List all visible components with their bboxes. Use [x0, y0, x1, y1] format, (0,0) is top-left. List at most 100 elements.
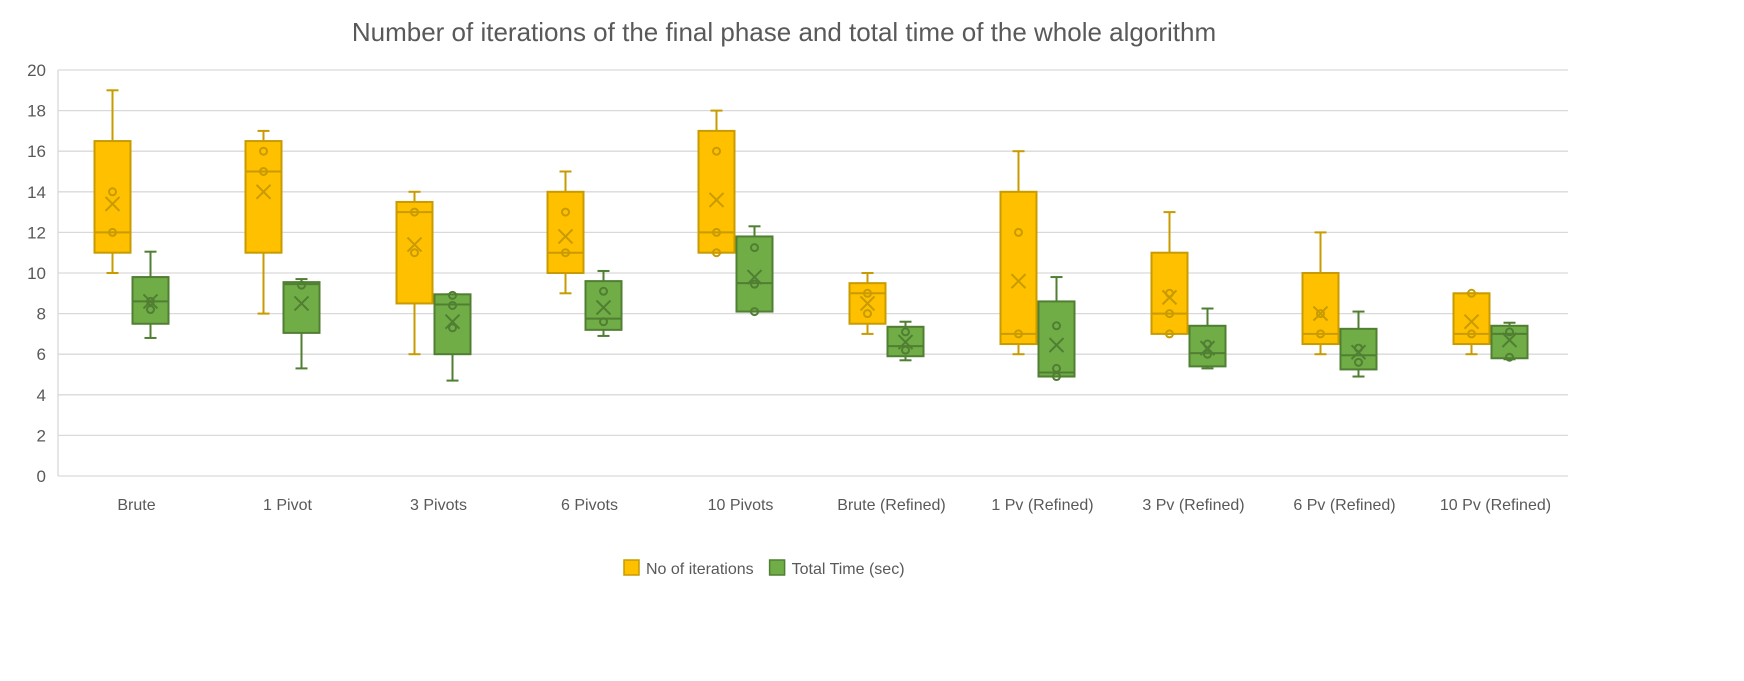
mean-marker — [746, 269, 763, 285]
data-point — [1505, 327, 1514, 337]
legend-label: Total Time (sec) — [792, 561, 905, 578]
box-iterations — [697, 109, 736, 258]
mean-marker — [1501, 332, 1518, 348]
data-point — [108, 227, 117, 237]
data-point — [561, 248, 570, 258]
box-time — [1037, 276, 1076, 382]
data-point — [1052, 321, 1061, 331]
data-point — [599, 286, 608, 296]
mean-marker — [1350, 344, 1367, 360]
legend-swatch — [768, 559, 786, 576]
box-time — [1339, 310, 1378, 378]
data-point — [410, 207, 419, 217]
x-tick-label: 3 Pv (Refined) — [1142, 497, 1244, 514]
legend: No of iterations Total Time (sec) — [623, 559, 905, 578]
box-series — [93, 89, 1529, 382]
y-tick-label: 18 — [27, 102, 46, 121]
mean-marker — [1312, 305, 1329, 322]
data-point — [410, 248, 419, 258]
x-axis-ticks: Brute 1 Pivot 3 Pivots 6 Pivots 10 Pivots Bru… — [117, 497, 1551, 514]
mean-marker — [406, 236, 423, 253]
data-point — [712, 227, 721, 237]
data-point — [448, 300, 457, 310]
box-iqr — [131, 276, 170, 325]
box-iterations — [395, 190, 434, 356]
y-axis-ticks: 0 2 4 6 8 10 12 14 16 18 20 — [27, 61, 46, 486]
data-point — [108, 187, 117, 197]
mean-marker — [255, 184, 272, 200]
mean-marker — [293, 295, 310, 312]
data-point — [1467, 288, 1476, 298]
grid-lines — [57, 69, 1568, 477]
box-iqr — [1188, 324, 1227, 368]
x-tick-label: Brute — [117, 497, 155, 514]
box-time — [1490, 321, 1529, 362]
data-point — [1014, 329, 1023, 339]
box-iqr — [1301, 272, 1340, 346]
box-iterations — [1150, 211, 1189, 339]
data-point — [1316, 329, 1325, 339]
box-iqr — [584, 280, 623, 331]
data-point — [712, 248, 721, 258]
y-tick-label: 4 — [37, 386, 46, 405]
data-point — [1467, 329, 1476, 339]
box-iqr — [1339, 327, 1378, 371]
box-iqr — [697, 129, 736, 254]
x-tick-label: 10 Pivots — [708, 497, 774, 514]
y-tick-label: 20 — [27, 61, 46, 80]
x-tick-label: 6 Pv (Refined) — [1293, 497, 1395, 514]
box-iterations — [93, 89, 132, 274]
data-point — [1052, 372, 1061, 382]
mean-marker — [1463, 314, 1480, 330]
box-iqr — [244, 140, 283, 254]
x-tick-label: 3 Pivots — [410, 497, 467, 514]
x-tick-label: 6 Pivots — [561, 497, 618, 514]
data-point — [1354, 357, 1363, 367]
mean-marker — [708, 192, 725, 208]
data-point — [561, 207, 570, 217]
data-point — [1316, 309, 1325, 319]
box-iterations — [244, 129, 283, 315]
data-point — [750, 279, 759, 289]
data-point — [863, 309, 872, 319]
box-iqr — [93, 140, 132, 254]
data-point — [448, 323, 457, 333]
data-point — [1165, 329, 1174, 339]
y-tick-label: 12 — [27, 223, 46, 242]
box-time — [282, 278, 321, 370]
box-iqr — [999, 190, 1038, 346]
box-iqr — [1150, 251, 1189, 335]
data-point — [901, 327, 910, 337]
box-time — [735, 225, 774, 317]
box-iterations — [1452, 288, 1491, 356]
y-tick-label: 6 — [37, 345, 46, 364]
mean-marker — [1010, 273, 1027, 289]
data-point — [1014, 227, 1023, 237]
data-point — [1165, 309, 1174, 319]
x-tick-label: 10 Pv (Refined) — [1440, 497, 1551, 514]
data-point — [750, 307, 759, 317]
data-point — [599, 317, 608, 327]
y-tick-label: 14 — [27, 183, 46, 202]
data-point — [259, 167, 268, 176]
data-point — [146, 305, 155, 315]
y-tick-label: 10 — [27, 264, 46, 283]
box-time — [1188, 307, 1227, 370]
box-iqr — [282, 281, 321, 334]
mean-marker — [557, 228, 574, 245]
data-point — [146, 296, 155, 306]
data-point — [712, 146, 721, 156]
mean-marker — [104, 196, 121, 212]
data-point — [901, 345, 910, 355]
data-point — [1052, 363, 1061, 373]
mean-marker — [595, 299, 612, 316]
box-iqr — [1452, 292, 1491, 346]
box-time — [433, 290, 472, 382]
box-time — [131, 250, 170, 339]
x-tick-label: Brute (Refined) — [837, 497, 946, 514]
data-point — [1505, 352, 1514, 362]
box-iqr — [1490, 324, 1529, 360]
y-tick-label: 16 — [27, 142, 46, 161]
x-tick-label: 1 Pv (Refined) — [991, 497, 1093, 514]
